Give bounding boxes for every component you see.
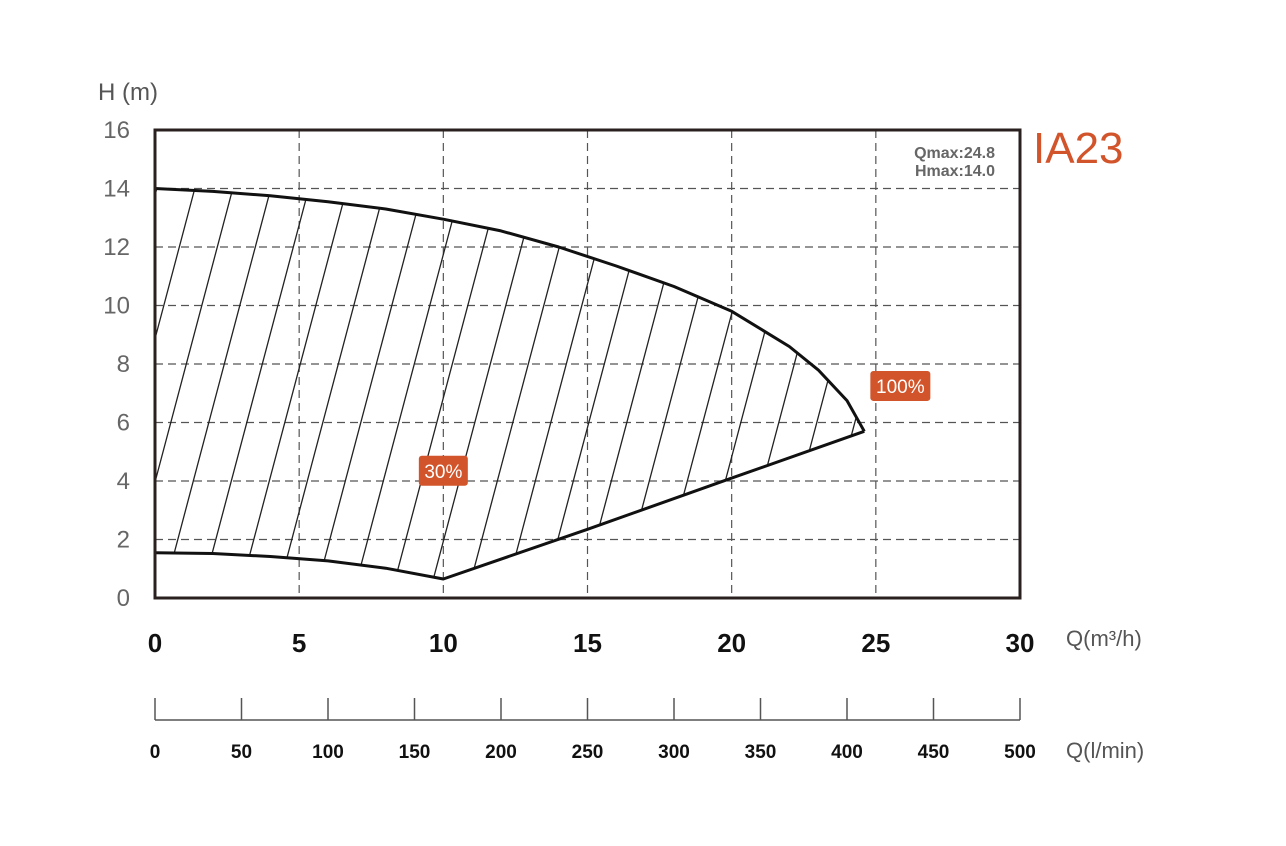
secondary-tick-label: 400	[831, 742, 863, 763]
secondary-tick-label: 50	[231, 742, 252, 763]
hatch-line	[1221, 0, 1286, 618]
hatch-line	[574, 188, 806, 579]
secondary-tick-label: 450	[918, 742, 950, 763]
y-tick-label: 14	[103, 176, 130, 203]
x-tick-label: 20	[717, 628, 746, 658]
y-tick-label: 16	[103, 117, 130, 144]
secondary-tick-label: 350	[745, 742, 777, 763]
hatch-line	[1107, 0, 1286, 618]
hatch-line	[498, 188, 730, 579]
badge-100-percent: 100%	[870, 370, 931, 401]
plot-frame	[153, 128, 1022, 600]
secondary-axis: 0 50 100 150 200 250 300 350 400 450 500	[150, 698, 1036, 763]
y-tick-label: 8	[117, 351, 130, 378]
y-tick-label: 6	[117, 410, 130, 437]
y-tick-label: 4	[117, 468, 130, 495]
hatch-line	[270, 188, 502, 579]
secondary-axis-label: Q(l/min)	[1066, 738, 1144, 763]
qmax-annotation: Qmax:24.8	[914, 145, 995, 162]
x-tick-label: 0	[148, 628, 162, 658]
hatch-line	[993, 0, 1223, 618]
badge-100-percent-bg	[870, 370, 931, 401]
hatch-line	[917, 0, 1147, 618]
x-tick-label: 15	[573, 628, 602, 658]
hatch-line	[726, 188, 865, 579]
hatch-line	[155, 188, 350, 579]
secondary-tick-label: 250	[572, 742, 604, 763]
hatch-line	[612, 188, 844, 579]
secondary-tick-label: 150	[399, 742, 431, 763]
hatch-line	[460, 188, 692, 579]
hatch-line	[194, 188, 426, 579]
hatch-line	[802, 188, 865, 579]
hatch-line	[1069, 0, 1286, 618]
hatch-line	[1145, 0, 1286, 618]
hatch-line	[650, 188, 865, 579]
curve-badges: 100% 30%	[418, 370, 931, 486]
y-tick-label: 0	[117, 585, 130, 612]
badge-30-percent: 30%	[418, 455, 468, 486]
hatch-line	[688, 188, 865, 579]
badge-100-percent-label: 100%	[876, 377, 925, 398]
model-name: IA23	[1033, 124, 1124, 173]
hmax-annotation: Hmax:14.0	[915, 163, 995, 180]
y-tick-label: 2	[117, 527, 130, 554]
y-tick-labels: 0 2 4 6 8 10 12 14 16	[103, 117, 130, 612]
operating-range-hatch	[155, 0, 1286, 618]
hatch-line	[156, 188, 388, 579]
hatch-line	[764, 188, 865, 579]
x-tick-label: 25	[861, 628, 890, 658]
x-tick-labels: 0 5 10 15 20 25 30	[148, 628, 1035, 658]
curve-100-percent	[154, 187, 866, 433]
secondary-tick-label: 300	[658, 742, 690, 763]
badge-30-percent-label: 30%	[424, 462, 462, 483]
x-tick-label: 10	[429, 628, 458, 658]
x-tick-label: 5	[292, 628, 306, 658]
hatch-line	[346, 188, 578, 579]
y-axis-label: H (m)	[98, 79, 158, 106]
hatch-line	[232, 188, 464, 579]
secondary-tick-label: 0	[150, 742, 161, 763]
grid-lines	[155, 130, 1020, 598]
hatch-line	[879, 0, 1109, 618]
secondary-tick-label: 100	[312, 742, 344, 763]
y-tick-label: 10	[103, 293, 130, 320]
hatch-line	[1259, 0, 1286, 618]
y-tick-label: 12	[103, 234, 130, 261]
hatch-line	[1031, 0, 1261, 618]
hatch-line	[536, 188, 768, 579]
curve-30-percent	[154, 429, 865, 581]
secondary-tick-label: 500	[1004, 742, 1036, 763]
hatch-line	[1183, 0, 1286, 618]
x-tick-label: 30	[1006, 628, 1035, 658]
hatch-line	[955, 0, 1185, 618]
x-axis-label: Q(m³/h)	[1066, 626, 1142, 651]
secondary-tick-label: 200	[485, 742, 517, 763]
hatch-line	[308, 188, 540, 579]
badge-30-percent-bg	[418, 455, 468, 486]
